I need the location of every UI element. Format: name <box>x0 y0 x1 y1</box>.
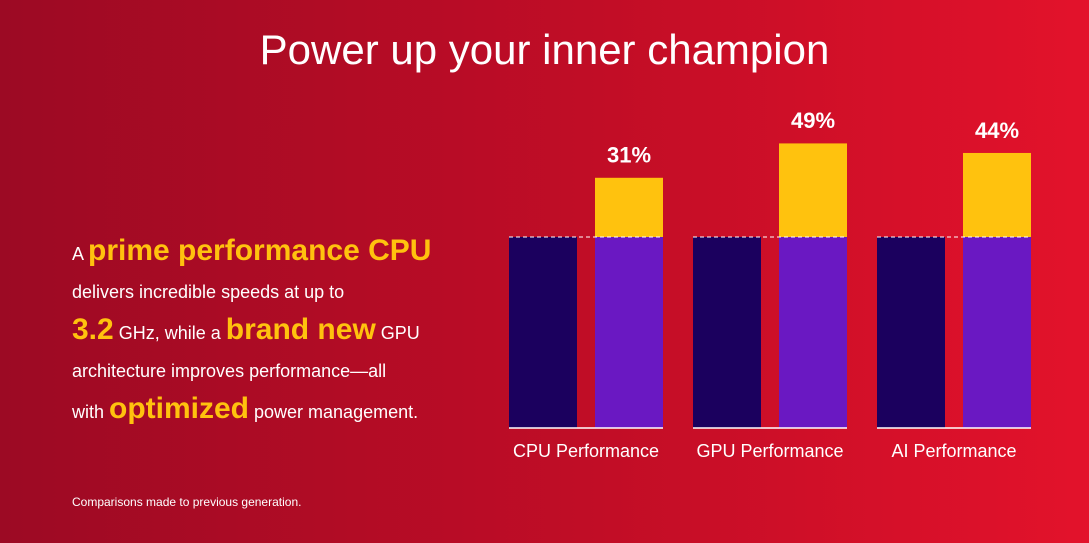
x-tick-label: CPU Performance <box>513 441 659 461</box>
text: architecture improves performance—all <box>72 361 387 381</box>
value-label: 49% <box>791 108 835 133</box>
value-label: 31% <box>607 143 651 168</box>
bar <box>509 237 577 428</box>
bar <box>963 152 1031 237</box>
bar <box>779 237 847 428</box>
highlight: prime performance CPU <box>88 234 432 267</box>
text: with <box>72 402 110 422</box>
bar <box>877 237 945 428</box>
bar <box>963 237 1031 428</box>
highlight: optimized <box>109 392 250 425</box>
value-label: 44% <box>975 118 1019 143</box>
text: A <box>72 244 89 264</box>
description: A prime performance CPU delivers incredib… <box>72 232 502 431</box>
x-tick-label: AI Performance <box>891 441 1016 461</box>
title: Power up your inner champion <box>259 26 830 73</box>
highlight: brand new <box>225 313 376 346</box>
bar <box>595 177 663 237</box>
bar <box>595 237 663 428</box>
x-tick-label: GPU Performance <box>696 441 843 461</box>
text: GHz, while a <box>113 323 226 343</box>
highlight: 3.2 <box>72 313 114 346</box>
footnote: Comparisons made to previous generation. <box>72 495 302 509</box>
text: power management. <box>249 402 419 422</box>
text: GPU <box>375 323 420 343</box>
text: delivers incredible speeds at up to <box>72 282 345 302</box>
bar <box>693 237 761 428</box>
bar <box>779 143 847 237</box>
